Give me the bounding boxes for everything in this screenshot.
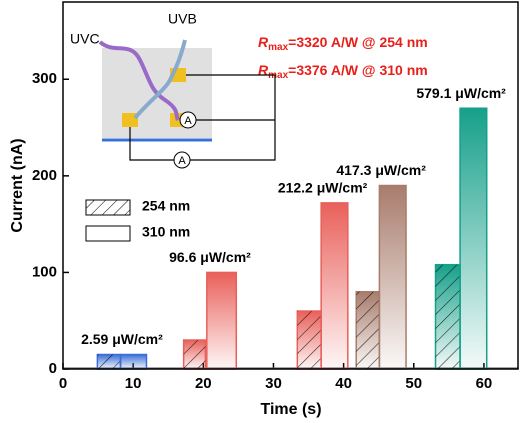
annotation-part: max (268, 42, 288, 53)
pulse-bar (206, 271, 238, 370)
annotation-part: R (258, 34, 269, 50)
x-axis-title: Time (s) (260, 401, 321, 418)
annotation-part: R (258, 62, 269, 78)
y-tick-label: 100 (32, 263, 57, 280)
hatch (297, 311, 322, 369)
legend-swatch (85, 199, 131, 216)
x-tick-label: 0 (59, 375, 67, 392)
hatch (183, 340, 206, 369)
annotation-part: max (268, 70, 288, 81)
pulse-bar (119, 353, 148, 370)
x-tick-label: 60 (476, 375, 493, 392)
intensity-label: 417.3 μW/cm² (336, 162, 426, 178)
y-axis-title: Current (nA) (9, 138, 26, 232)
pulse-bar (378, 184, 407, 370)
y-tick-label: 300 (32, 70, 57, 87)
intensity-label: 579.1 μW/cm² (416, 85, 506, 101)
inset-label: UVC (70, 31, 100, 47)
intensity-label: 96.6 μW/cm² (169, 249, 251, 265)
svg-text:A: A (184, 115, 192, 127)
intensity-label: 2.59 μW/cm² (81, 331, 163, 347)
pulse-bar (320, 202, 349, 370)
x-tick-label: 50 (405, 375, 422, 392)
x-tick-label: 10 (125, 375, 142, 392)
hatch (97, 354, 121, 369)
annotation-part: =3320 A/W @ 254 nm (288, 34, 428, 50)
hatch (356, 291, 380, 369)
annotation: Rmax=3320 A/W @ 254 nm (258, 34, 428, 53)
intensity-label: 212.2 μW/cm² (278, 180, 368, 196)
plot-frame (62, 1, 519, 370)
annotation-part: =3376 A/W @ 310 nm (288, 62, 428, 78)
legend-label: 254 nm (142, 198, 190, 214)
annotation: Rmax=3376 A/W @ 310 nm (258, 62, 428, 81)
x-tick-label: 20 (195, 375, 212, 392)
legend-label: 310 nm (142, 224, 190, 240)
pulse-bar (459, 107, 488, 370)
x-tick-label: 40 (335, 375, 352, 392)
inset-label: UVB (168, 11, 197, 27)
hatch (435, 264, 461, 369)
y-tick-label: 0 (49, 360, 57, 377)
legend-swatch (85, 225, 131, 242)
x-tick-label: 30 (265, 375, 282, 392)
inset: A A UVC UVB (70, 11, 276, 169)
svg-text:A: A (178, 155, 186, 167)
y-tick-label: 200 (32, 167, 57, 184)
